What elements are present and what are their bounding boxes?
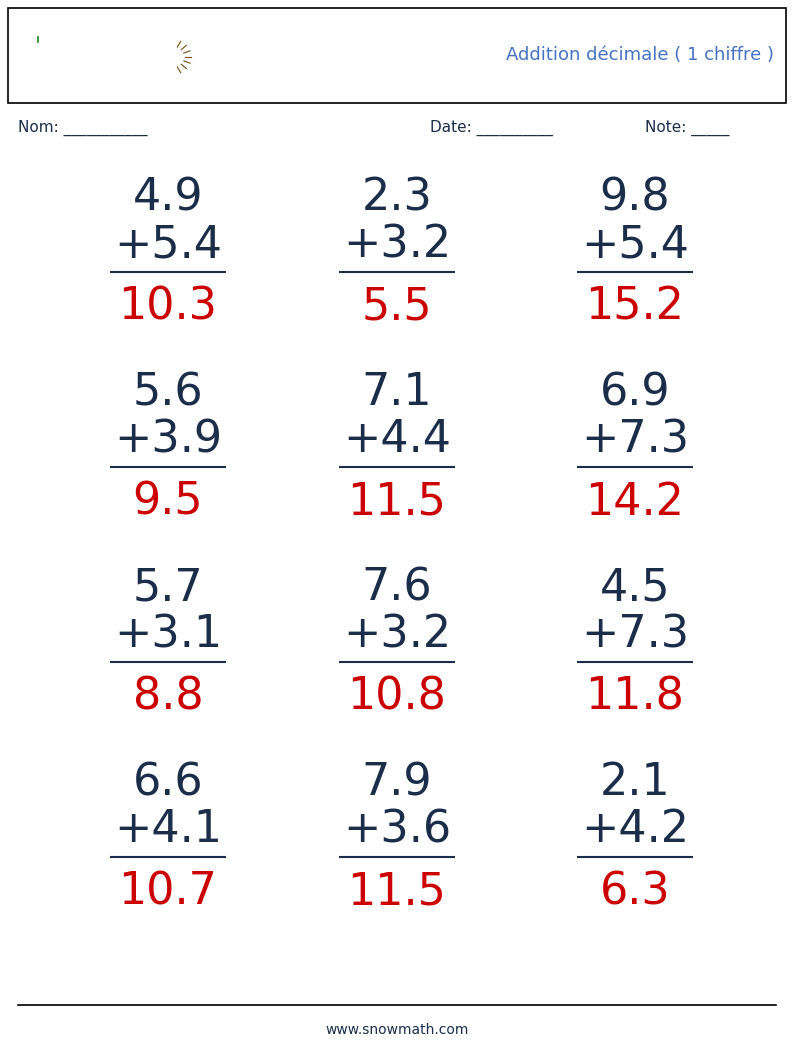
Text: Date: __________: Date: __________ <box>430 120 553 136</box>
Text: 7.9: 7.9 <box>362 761 432 804</box>
Text: 8.8: 8.8 <box>133 676 203 718</box>
Circle shape <box>129 44 134 49</box>
Text: 7.6: 7.6 <box>362 567 432 610</box>
Ellipse shape <box>206 20 214 35</box>
Text: 5.7: 5.7 <box>133 567 203 610</box>
Ellipse shape <box>153 45 187 68</box>
Text: Note: _____: Note: _____ <box>645 120 730 136</box>
Text: +3.1: +3.1 <box>114 613 222 656</box>
Circle shape <box>130 45 133 48</box>
Ellipse shape <box>111 44 141 65</box>
Text: +7.3: +7.3 <box>581 613 689 656</box>
Text: +5.4: +5.4 <box>581 223 689 266</box>
Circle shape <box>179 52 187 58</box>
Text: 11.5: 11.5 <box>348 871 446 914</box>
Text: +4.2: +4.2 <box>581 809 689 851</box>
Text: 9.8: 9.8 <box>599 177 670 219</box>
Text: 4.5: 4.5 <box>599 567 670 610</box>
Text: 10.7: 10.7 <box>118 871 218 914</box>
Text: 5.5: 5.5 <box>362 285 432 329</box>
Text: Nom: ___________: Nom: ___________ <box>18 120 148 136</box>
Circle shape <box>205 29 228 52</box>
Text: 11.5: 11.5 <box>348 480 446 523</box>
Circle shape <box>183 52 187 55</box>
Text: +7.3: +7.3 <box>581 418 689 461</box>
Text: 7.1: 7.1 <box>362 372 432 415</box>
Text: 6.9: 6.9 <box>599 372 670 415</box>
Circle shape <box>119 45 121 48</box>
Text: 9.5: 9.5 <box>133 480 203 523</box>
Ellipse shape <box>21 43 55 66</box>
Bar <box>8 8 786 103</box>
Ellipse shape <box>215 20 222 35</box>
Circle shape <box>85 46 91 52</box>
Text: +5.4: +5.4 <box>114 223 222 266</box>
Text: 11.8: 11.8 <box>585 676 684 718</box>
Text: +3.2: +3.2 <box>343 223 451 266</box>
Ellipse shape <box>102 46 114 55</box>
Text: www.snowmath.com: www.snowmath.com <box>326 1024 468 1037</box>
Ellipse shape <box>204 42 225 68</box>
Text: 2.3: 2.3 <box>361 177 433 219</box>
Circle shape <box>118 44 123 49</box>
Text: +4.1: +4.1 <box>114 809 222 851</box>
Circle shape <box>83 55 89 60</box>
Circle shape <box>67 40 97 69</box>
Text: +4.4: +4.4 <box>343 418 451 461</box>
Text: 10.3: 10.3 <box>118 285 218 329</box>
Text: 4.9: 4.9 <box>133 177 203 219</box>
Text: +3.2: +3.2 <box>343 613 451 656</box>
Text: 6.6: 6.6 <box>133 761 203 804</box>
Text: +3.6: +3.6 <box>343 809 451 851</box>
Ellipse shape <box>138 46 150 55</box>
Circle shape <box>78 59 83 64</box>
Text: 6.3: 6.3 <box>599 871 670 914</box>
Text: Addition décimale ( 1 chiffre ): Addition décimale ( 1 chiffre ) <box>506 46 774 64</box>
Text: 10.8: 10.8 <box>348 676 446 718</box>
Text: 14.2: 14.2 <box>585 480 684 523</box>
Text: 2.1: 2.1 <box>599 761 670 804</box>
Circle shape <box>75 49 79 54</box>
Circle shape <box>34 38 42 46</box>
Text: 15.2: 15.2 <box>585 285 684 329</box>
Text: +3.9: +3.9 <box>114 418 222 461</box>
Circle shape <box>218 37 223 41</box>
FancyBboxPatch shape <box>21 53 55 81</box>
Text: 5.6: 5.6 <box>133 372 203 415</box>
